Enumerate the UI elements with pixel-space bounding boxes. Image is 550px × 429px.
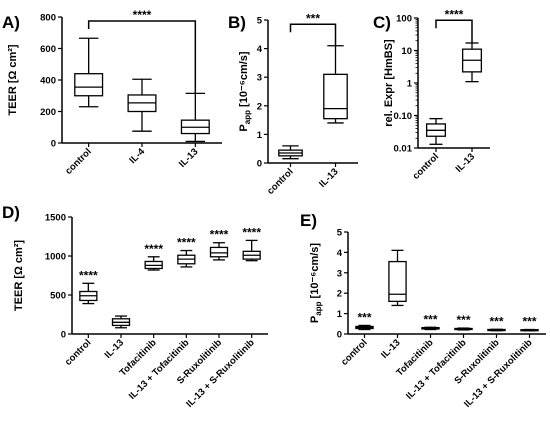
significance-bracket	[289, 23, 337, 46]
significance-label: ****	[445, 7, 464, 21]
x-tick-label: control	[339, 337, 370, 368]
x-tick-label: control	[63, 146, 94, 177]
panel-label: D)	[2, 203, 20, 222]
y-tick-label: 3	[337, 268, 342, 279]
significance-label: ****	[144, 242, 163, 256]
y-tick-label: 600	[40, 44, 56, 55]
panel-label: B)	[228, 13, 246, 32]
panel-label: E)	[300, 211, 317, 230]
y-tick-label: 1500	[45, 213, 66, 224]
y-axis-title: rel. Expr [HmBS]	[383, 39, 395, 127]
y-tick-label: 200	[40, 107, 56, 118]
significance-label: ****	[242, 225, 261, 239]
box-plot-4	[209, 242, 229, 261]
box-plot-5	[242, 239, 261, 262]
iqr-box	[209, 246, 229, 258]
y-tick-label: 5	[257, 16, 263, 27]
iqr-box	[323, 73, 348, 120]
significance-label: ***	[489, 314, 503, 328]
x-tick-label: IL-13	[454, 151, 477, 174]
x-tick-label: IL-13	[103, 337, 126, 360]
iqr-box	[74, 73, 104, 97]
y-tick-label: 4	[257, 44, 263, 55]
y-tick-label: 2	[257, 101, 262, 112]
x-tick-label: IL-13	[317, 166, 340, 189]
box-plot-0	[355, 324, 374, 331]
significance-bracket	[435, 19, 473, 44]
y-tick-label: 1	[257, 130, 263, 141]
box-plot-0	[74, 37, 104, 108]
x-tick-label: IL-13	[379, 337, 402, 360]
y-axis-title: Papp [10⁻⁶cm/s]	[238, 51, 252, 131]
box-plot-5	[520, 328, 539, 332]
significance-label: ***	[423, 312, 437, 326]
y-tick-label: 10	[401, 46, 412, 57]
y-axis-title: Papp [10⁻⁶cm/s]	[309, 243, 323, 323]
significance-label: ***	[456, 313, 470, 327]
significance-label: ****	[79, 268, 98, 282]
box-plot-0	[425, 117, 447, 145]
x-tick-label: IL-13 + Tofacitinib	[127, 337, 192, 402]
box-plot-3	[177, 249, 196, 268]
panel-b: B) 0 1 2 3 4 5 Papp [10⁻⁶cm/s] control IL-13 ***	[228, 11, 358, 197]
y-tick-label: 800	[40, 13, 56, 24]
y-tick-label: 1	[407, 79, 413, 90]
y-tick-label: 0	[337, 330, 342, 341]
box-plot-3	[454, 327, 473, 331]
box-plot-1	[388, 249, 407, 307]
x-tick-label: control	[63, 337, 94, 368]
box-plot-0	[79, 282, 98, 305]
x-tick-label: control	[411, 151, 442, 182]
x-tick-label: IL-4	[127, 146, 147, 166]
y-tick-label: 0	[51, 139, 56, 150]
y-tick-label: 0	[257, 159, 262, 170]
significance-bracket	[87, 20, 197, 94]
significance-label: ***	[306, 11, 320, 25]
y-tick-label: 4	[337, 248, 343, 259]
y-tick-label: 500	[50, 291, 66, 302]
box-plot-2	[421, 326, 440, 331]
iqr-box	[388, 260, 407, 303]
panel-a: A) 0 200 400 600 800 TEER [Ω cm²] control IL-4 IL…	[2, 8, 222, 177]
box-plot-1	[111, 315, 131, 329]
y-tick-label: 3	[257, 73, 262, 84]
significance-label: ****	[133, 8, 152, 22]
y-tick-label: 0.01	[394, 144, 413, 155]
x-tick-label: IL-13	[177, 146, 200, 169]
significance-label: ****	[177, 236, 196, 250]
y-tick-label: 2	[337, 289, 342, 300]
box-plot-2	[180, 92, 210, 143]
y-tick-label: 400	[40, 76, 56, 87]
box-plot-1	[461, 42, 483, 83]
y-tick-label: 1000	[45, 252, 66, 263]
x-tick-label: control	[265, 166, 296, 197]
box-plot-4	[487, 328, 506, 332]
y-tick-label: 5	[337, 228, 343, 239]
box-plot-1	[127, 78, 157, 132]
x-tick-label: IL-13 + Tofacitinib	[404, 337, 469, 402]
box-plot-0	[278, 145, 303, 160]
panel-label: C)	[373, 13, 391, 32]
box-plot-2	[144, 256, 163, 271]
y-axis-title: TEER [Ω cm²]	[7, 44, 19, 115]
panel-c: C) 0.01 0.10 1 10 100 rel. Expr [HmBS] control I…	[373, 7, 490, 182]
significance-label: ***	[522, 315, 536, 329]
significance-label: ****	[210, 228, 229, 242]
y-tick-label: 1	[337, 309, 343, 320]
significance-label: ***	[357, 310, 371, 324]
y-tick-label: 100	[396, 14, 412, 25]
y-tick-label: 0.10	[394, 111, 413, 122]
box-plot-1	[323, 45, 348, 124]
y-axis-title: TEER [Ω cm²]	[13, 240, 25, 311]
panel-label: A)	[2, 13, 20, 32]
y-tick-label: 0	[61, 330, 66, 341]
